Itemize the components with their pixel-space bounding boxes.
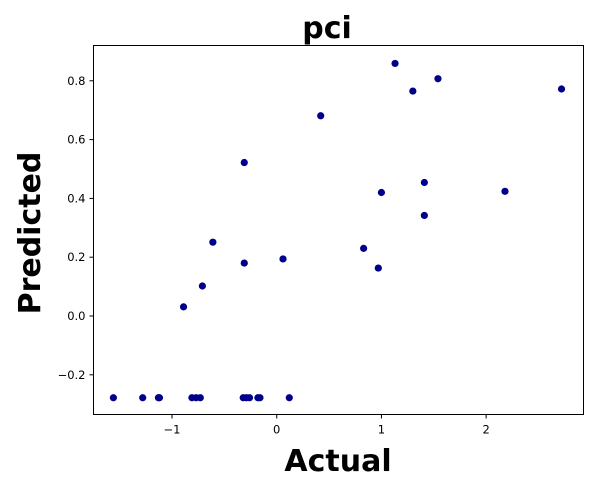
data-point (285, 394, 293, 402)
y-axis-ticks: −0.2 0.0 0.2 0.4 0.6 0.8 (58, 74, 94, 382)
data-point (155, 394, 164, 402)
data-point (240, 158, 248, 167)
data-point (279, 255, 287, 263)
y-tick-label: −0.2 (58, 368, 86, 382)
x-tick-label: 0 (273, 423, 280, 437)
y-tick-label: 0.2 (67, 250, 85, 264)
data-point (420, 178, 428, 187)
data-point (557, 85, 566, 93)
data-point (209, 238, 217, 246)
data-point (360, 244, 368, 252)
data-points (109, 59, 566, 402)
data-point (256, 394, 264, 402)
data-point (434, 75, 442, 83)
data-point (377, 188, 386, 197)
data-point (420, 211, 428, 220)
data-point (317, 112, 325, 120)
y-tick-label: 0.8 (67, 74, 85, 88)
plot-frame (93, 45, 584, 415)
data-point (198, 282, 206, 290)
data-point (179, 303, 188, 311)
x-axis-ticks: −1 0 1 2 (164, 414, 490, 437)
data-point (501, 187, 509, 195)
data-point (240, 259, 248, 267)
y-tick-label: 0.6 (67, 133, 85, 147)
data-point (391, 59, 399, 68)
x-tick-label: 1 (378, 423, 385, 437)
data-point (196, 394, 204, 402)
x-tick-label: −1 (164, 423, 181, 437)
x-axis-label: Actual (284, 444, 391, 479)
data-point (409, 87, 417, 95)
data-point (245, 394, 254, 402)
data-point (109, 394, 117, 402)
plot-area: −1 0 1 2 −0.2 0.0 0.2 0.4 0.6 0.8 (58, 45, 584, 437)
y-tick-label: 0.4 (67, 191, 85, 205)
data-point (139, 394, 147, 402)
x-tick-label: 2 (482, 423, 489, 437)
y-tick-label: 0.0 (67, 309, 85, 323)
y-axis-label: Predicted (13, 152, 48, 315)
chart-title: pci (302, 11, 352, 46)
data-point (374, 264, 382, 272)
